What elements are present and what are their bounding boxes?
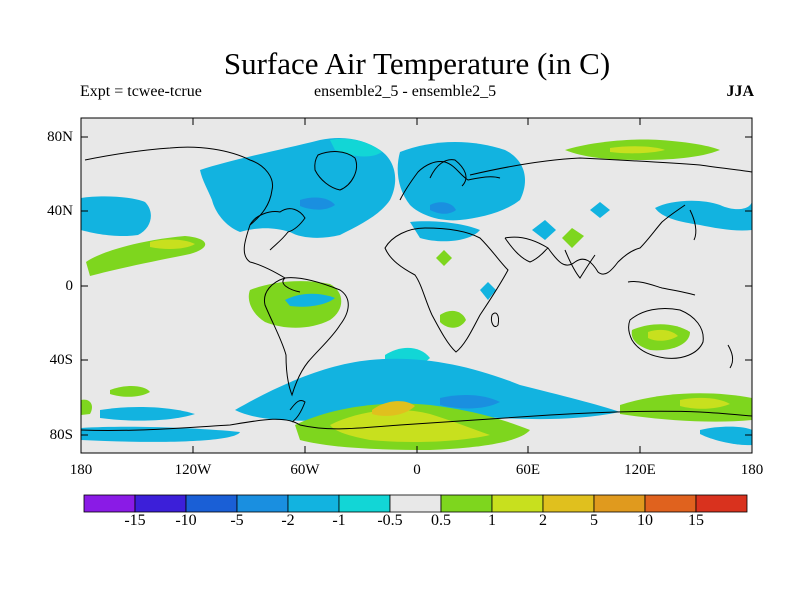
colorbar-swatch	[185, 494, 238, 513]
ensemble-label: ensemble2_5 - ensemble2_5	[314, 83, 497, 100]
coastline-greenland	[314, 151, 357, 191]
lon-label-180-left: 180	[69, 462, 93, 478]
colorbar-swatch	[134, 494, 187, 513]
colorbar-swatch	[236, 494, 289, 513]
colorbar-swatch	[644, 494, 697, 513]
anomaly-region-wedell-cool	[700, 426, 752, 446]
anomaly-region-central-asia	[532, 220, 556, 240]
season-label: JJA	[726, 83, 754, 100]
experiment-label: Expt = tcwee-tcrue	[80, 83, 202, 100]
anomaly-region-east-antarctica-core	[680, 397, 730, 409]
lon-label-60e: 60E	[515, 462, 541, 478]
colorbar-label: -15	[124, 512, 146, 529]
lon-label-120e: 120E	[624, 462, 656, 478]
coastline-africa	[384, 227, 509, 353]
anomaly-region-africa-cool	[480, 282, 496, 300]
coastline-scandinavia	[429, 159, 467, 187]
colorbar-swatch	[83, 494, 136, 513]
anomaly-region-antarctica-warm-core	[330, 409, 490, 443]
axis-ticks	[81, 118, 752, 453]
anomaly-region-southern-africa	[440, 310, 466, 328]
colorbar-label: 5	[590, 512, 598, 529]
colorbar-swatch	[542, 494, 595, 513]
coastline-new-zealand	[727, 344, 734, 369]
coastline-india	[564, 249, 596, 279]
anomaly-region-tropical-pacific-core	[150, 239, 195, 249]
anomaly-region-east-asia	[655, 200, 752, 231]
anomaly-region-siberia-core	[610, 146, 665, 154]
anomaly-region-south-pacific-edge	[81, 399, 92, 415]
colorbar-swatch	[695, 494, 748, 513]
colorbar-label: 0.5	[431, 512, 451, 529]
anomaly-region-north-pacific	[81, 196, 151, 237]
anomaly-region-amazon-cool	[285, 293, 335, 307]
lat-label-0: 0	[65, 278, 74, 294]
anomaly-region-asia-patch	[590, 202, 610, 218]
colorbar-swatch	[287, 494, 340, 513]
coastline-madagascar	[491, 312, 499, 328]
anomaly-region-south-pacific-warm	[110, 386, 150, 397]
anomaly-region-southern-ocean	[235, 358, 620, 421]
chart-title: Surface Air Temperature (in C)	[223, 46, 611, 81]
lat-label-40s: 40S	[49, 352, 73, 368]
coastline-asia	[469, 157, 752, 176]
anomaly-region-north-atlantic	[200, 138, 396, 238]
lon-label-60w: 60W	[290, 462, 320, 478]
coastline-indonesia	[627, 281, 696, 296]
colorbar-label: -0.5	[377, 512, 403, 529]
anomaly-region-southern-ocean-core	[440, 394, 500, 409]
colorbar-swatch	[593, 494, 646, 513]
colorbar-label: -2	[281, 512, 295, 529]
lon-label-120w: 120W	[174, 462, 212, 478]
coastline-australia	[628, 307, 704, 359]
coastline-arabia	[504, 237, 549, 263]
colorbar-label: 15	[688, 512, 704, 529]
lon-label-180-right: 180	[740, 462, 764, 478]
colorbar-label: -1	[332, 512, 346, 529]
anomaly-region-antarctica-hot-core	[372, 401, 415, 416]
coastline-japan	[689, 209, 697, 241]
anomaly-region-australia-core	[648, 329, 678, 341]
colorbar-label: -10	[175, 512, 197, 529]
anomaly-region-canada-core	[300, 197, 335, 210]
coastline-south-america	[263, 277, 349, 397]
anomaly-region-europe-core	[430, 202, 456, 214]
anomaly-region-africa-warm	[436, 250, 452, 266]
anomaly-region-south-pacific	[100, 406, 195, 421]
anomaly-region-asia-warm	[562, 228, 584, 248]
coastline-asia-south	[504, 204, 686, 275]
lat-label-40n: 40N	[47, 203, 73, 219]
coastline-europe	[399, 161, 501, 201]
colorbar	[83, 494, 748, 513]
coastline-north-america-east	[249, 208, 306, 251]
coastline-north-america	[84, 146, 301, 293]
anomaly-fill	[81, 138, 752, 450]
colorbar-swatch	[491, 494, 544, 513]
colorbar-swatch	[440, 494, 493, 513]
colorbar-swatch	[389, 494, 442, 513]
anomaly-region-europe	[397, 141, 525, 221]
colorbar-label: 10	[637, 512, 653, 529]
colorbar-label: 1	[488, 512, 496, 529]
colorbar-swatch	[338, 494, 391, 513]
colorbar-label: 2	[539, 512, 547, 529]
lat-label-80n: 80N	[47, 129, 73, 145]
lat-label-80s: 80S	[49, 427, 73, 443]
lon-label-0: 0	[413, 462, 421, 478]
coastline-antarctica	[81, 410, 752, 432]
coastlines	[81, 146, 752, 432]
coastline-antarctic-peninsula	[289, 399, 306, 423]
colorbar-label: -5	[230, 512, 244, 529]
anomaly-region-mediterranean	[410, 221, 480, 242]
